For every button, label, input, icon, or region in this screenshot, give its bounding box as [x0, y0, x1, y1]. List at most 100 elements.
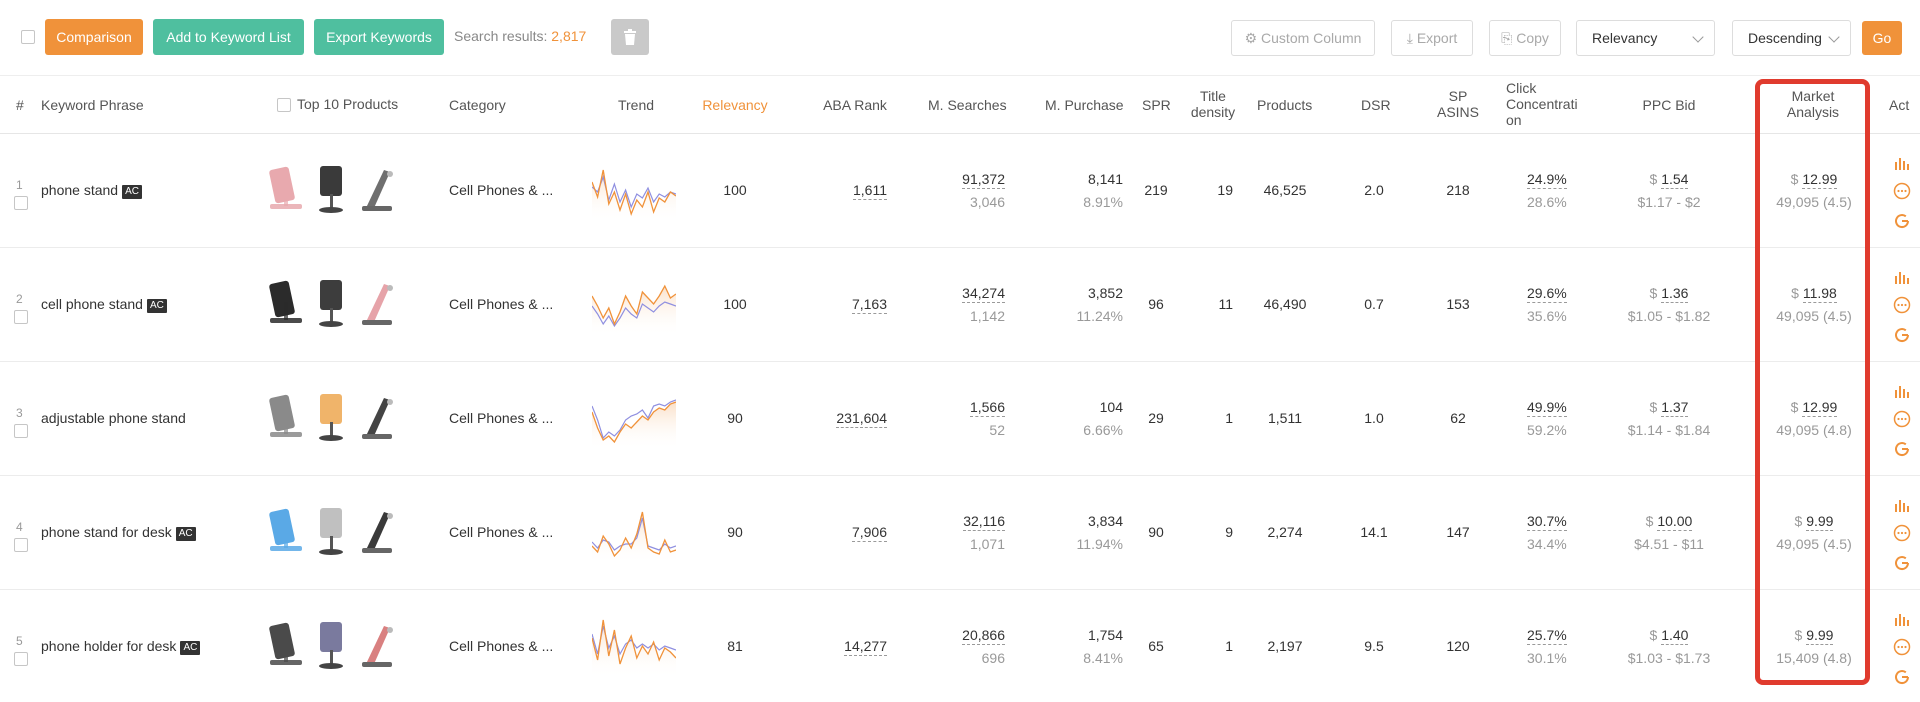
market-price-link[interactable]: 9.99: [1806, 627, 1834, 645]
market-price-link[interactable]: 9.99: [1806, 513, 1834, 531]
col-click-concentration[interactable]: Click Concentrati on: [1506, 80, 1578, 128]
export-keywords-button[interactable]: Export Keywords: [314, 19, 444, 55]
col-products[interactable]: Products: [1257, 97, 1313, 113]
product-thumbnail[interactable]: [310, 506, 354, 556]
google-search-icon[interactable]: [1893, 212, 1911, 230]
table-row[interactable]: 5 phone holder for desk AC Cell Phones & …: [0, 590, 1920, 702]
click-concentration-link[interactable]: 24.9%: [1527, 171, 1567, 189]
ppc-bid-link[interactable]: 1.37: [1661, 399, 1689, 417]
keyword-text[interactable]: phone stand: [41, 182, 119, 198]
market-price-value[interactable]: $ 12.99: [1762, 399, 1866, 417]
select-all-checkbox[interactable]: [21, 30, 35, 44]
col-spr[interactable]: SPR: [1142, 97, 1171, 113]
product-thumbnail[interactable]: [264, 164, 308, 214]
monthly-searches-value[interactable]: 32,116: [900, 513, 1005, 531]
keyword-text[interactable]: cell phone stand: [41, 296, 143, 312]
more-options-icon[interactable]: [1893, 524, 1911, 542]
click-concentration-value[interactable]: 49.9%: [1527, 399, 1567, 417]
google-search-icon[interactable]: [1893, 440, 1911, 458]
ppc-bid-value[interactable]: $ 1.40: [1609, 627, 1729, 645]
copy-button[interactable]: ⎘ Copy: [1489, 20, 1561, 56]
product-thumbnail[interactable]: [310, 278, 354, 328]
col-trend[interactable]: Trend: [617, 97, 655, 113]
product-thumbnail[interactable]: [310, 392, 354, 442]
monthly-searches-value[interactable]: 1,566: [900, 399, 1005, 417]
more-options-icon[interactable]: [1893, 296, 1911, 314]
keyword-phrase[interactable]: phone holder for desk AC: [41, 638, 201, 655]
add-to-keyword-list-button[interactable]: Add to Keyword List: [153, 19, 304, 55]
col-category[interactable]: Category: [449, 97, 506, 113]
col-monthly-searches[interactable]: M. Searches: [928, 97, 1007, 113]
click-concentration-link[interactable]: 25.7%: [1527, 627, 1567, 645]
click-concentration-value[interactable]: 29.6%: [1527, 285, 1567, 303]
monthly-searches-link[interactable]: 34,274: [962, 285, 1005, 303]
more-options-icon[interactable]: [1893, 638, 1911, 656]
row-checkbox[interactable]: [14, 424, 28, 438]
col-title-density[interactable]: Title density: [1182, 88, 1244, 120]
product-thumbnail[interactable]: [310, 164, 354, 214]
bar-chart-icon[interactable]: [1893, 382, 1911, 400]
market-price-value[interactable]: $ 9.99: [1762, 627, 1866, 645]
aba-rank-link[interactable]: 1,611: [853, 182, 887, 200]
trend-sparkline[interactable]: [592, 274, 676, 336]
table-row[interactable]: 3 adjustable phone stand Cell Phones & .…: [0, 362, 1920, 476]
top10-checkbox[interactable]: [277, 98, 291, 112]
aba-rank-link[interactable]: 14,277: [844, 638, 887, 656]
more-options-icon[interactable]: [1893, 182, 1911, 200]
more-options-icon[interactable]: [1893, 410, 1911, 428]
click-concentration-link[interactable]: 49.9%: [1527, 399, 1567, 417]
product-thumbnail[interactable]: [356, 164, 400, 214]
aba-rank-value[interactable]: 7,906: [800, 524, 887, 542]
ppc-bid-link[interactable]: 1.40: [1661, 627, 1689, 645]
product-thumbnail[interactable]: [264, 506, 308, 556]
aba-rank-link[interactable]: 7,906: [851, 524, 887, 542]
col-monthly-purchase[interactable]: M. Purchase: [1045, 97, 1124, 113]
trend-sparkline[interactable]: [592, 160, 676, 222]
market-price-link[interactable]: 12.99: [1802, 399, 1838, 417]
product-thumbnail[interactable]: [356, 506, 400, 556]
delete-button[interactable]: [611, 19, 649, 55]
market-price-link[interactable]: 12.99: [1802, 171, 1838, 189]
keyword-text[interactable]: adjustable phone stand: [41, 410, 186, 426]
product-thumbnail[interactable]: [356, 278, 400, 328]
google-search-icon[interactable]: [1893, 668, 1911, 686]
market-price-link[interactable]: 11.98: [1802, 285, 1837, 303]
click-concentration-link[interactable]: 30.7%: [1527, 513, 1567, 531]
click-concentration-value[interactable]: 25.7%: [1527, 627, 1567, 645]
monthly-searches-value[interactable]: 20,866: [900, 627, 1005, 645]
aba-rank-value[interactable]: 1,611: [800, 182, 887, 200]
row-checkbox[interactable]: [14, 196, 28, 210]
aba-rank-link[interactable]: 231,604: [836, 410, 887, 428]
aba-rank-value[interactable]: 14,277: [800, 638, 887, 656]
monthly-searches-link[interactable]: 91,372: [962, 171, 1005, 189]
table-row[interactable]: 2 cell phone stand AC Cell Phones & ... 1…: [0, 248, 1920, 362]
bar-chart-icon[interactable]: [1893, 154, 1911, 172]
ppc-bid-link[interactable]: 1.36: [1661, 285, 1689, 303]
aba-rank-value[interactable]: 231,604: [800, 410, 887, 428]
ppc-bid-value[interactable]: $ 1.37: [1609, 399, 1729, 417]
product-thumbnail[interactable]: [264, 278, 308, 328]
sort-field-select[interactable]: Relevancy: [1576, 20, 1715, 56]
col-relevancy[interactable]: Relevancy: [702, 97, 768, 113]
product-thumbnail[interactable]: [264, 620, 308, 670]
product-thumbnail[interactable]: [356, 620, 400, 670]
market-price-value[interactable]: $ 11.98: [1762, 285, 1866, 303]
go-button[interactable]: Go: [1862, 21, 1902, 55]
bar-chart-icon[interactable]: [1893, 610, 1911, 628]
bar-chart-icon[interactable]: [1893, 496, 1911, 514]
trend-sparkline[interactable]: [592, 388, 676, 450]
col-sp-asins[interactable]: SP ASINS: [1430, 88, 1486, 120]
sort-order-select[interactable]: Descending: [1732, 20, 1851, 56]
col-market-analysis[interactable]: Market Analysis: [1760, 88, 1866, 120]
table-row[interactable]: 4 phone stand for desk AC Cell Phones & .…: [0, 476, 1920, 590]
col-keyword-phrase[interactable]: Keyword Phrase: [41, 97, 144, 113]
keyword-phrase[interactable]: phone stand AC: [41, 182, 142, 199]
product-thumbnail[interactable]: [310, 620, 354, 670]
row-checkbox[interactable]: [14, 310, 28, 324]
col-aba-rank[interactable]: ABA Rank: [823, 97, 887, 113]
ppc-bid-value[interactable]: $ 1.54: [1609, 171, 1729, 189]
product-thumbnail[interactable]: [356, 392, 400, 442]
trend-sparkline[interactable]: [592, 502, 676, 564]
col-dsr[interactable]: DSR: [1361, 97, 1391, 113]
aba-rank-value[interactable]: 7,163: [800, 296, 887, 314]
